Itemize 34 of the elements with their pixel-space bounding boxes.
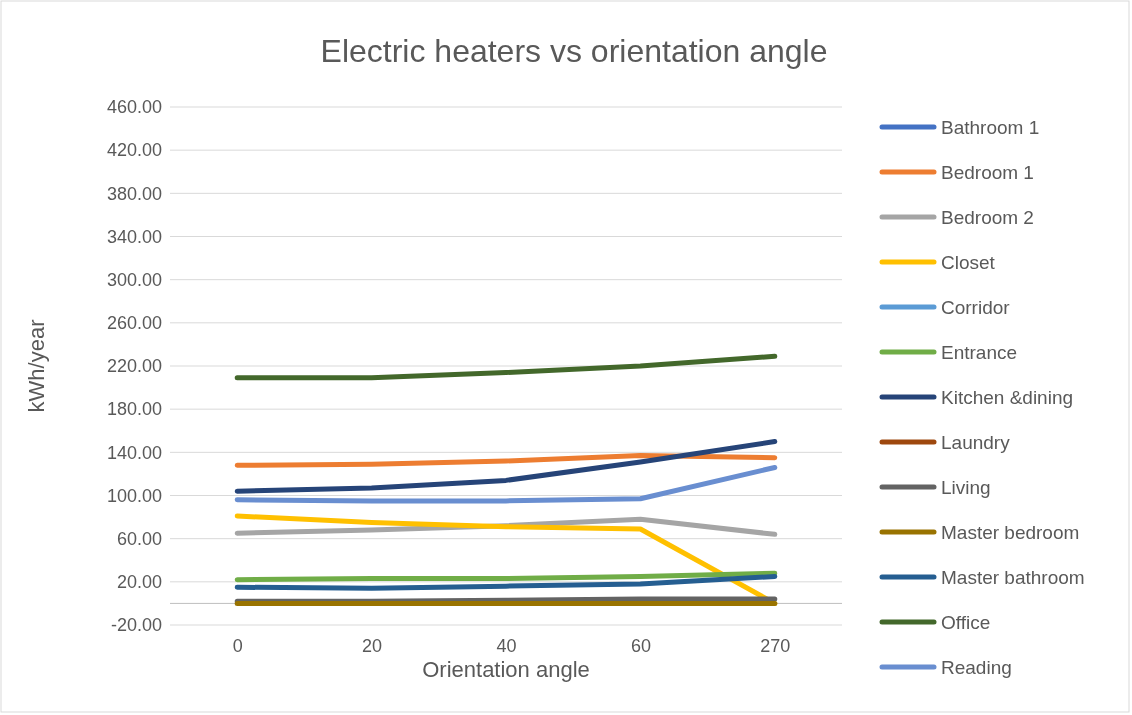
legend-label: Office [941,612,991,633]
y-tick-label: -20.00 [110,615,162,636]
x-tick-label: 0 [232,635,243,656]
y-axis-title: kWh/year [24,319,49,413]
y-tick-label: 220.00 [106,356,162,377]
legend-label: Bedroom 2 [941,207,1034,228]
chart-title: Electric heaters vs orientation angle [320,33,828,69]
y-tick-label: 380.00 [106,183,162,204]
y-tick-label: 140.00 [106,442,162,463]
y-tick-label: 260.00 [106,313,162,334]
legend-label: Entrance [941,342,1018,363]
legend-label: Kitchen &dining [941,387,1074,408]
x-tick-label: 60 [630,635,651,656]
legend-label: Living [941,477,991,498]
x-tick-label: 40 [496,635,517,656]
x-tick-label: 20 [362,635,383,656]
y-tick-label: 20.00 [116,572,162,593]
y-tick-label: 180.00 [106,399,162,420]
y-tick-label: 300.00 [106,269,162,290]
legend-label: Master bedroom [941,522,1080,543]
legend-label: Bathroom 1 [941,117,1040,138]
legend-label: Master bathroom [941,567,1085,588]
x-tick-label: 270 [760,635,791,656]
y-tick-label: 460.00 [106,97,162,118]
x-axis-title: Orientation angle [422,657,590,682]
legend-label: Closet [941,252,996,273]
y-tick-label: 100.00 [106,485,162,506]
y-tick-label: 420.00 [106,140,162,161]
legend-label: Reading [941,657,1012,678]
y-tick-label: 340.00 [106,226,162,247]
y-tick-label: 60.00 [116,528,162,549]
legend-label: Corridor [941,297,1011,318]
legend-label: Bedroom 1 [941,162,1034,183]
legend-label: Laundry [941,432,1011,453]
